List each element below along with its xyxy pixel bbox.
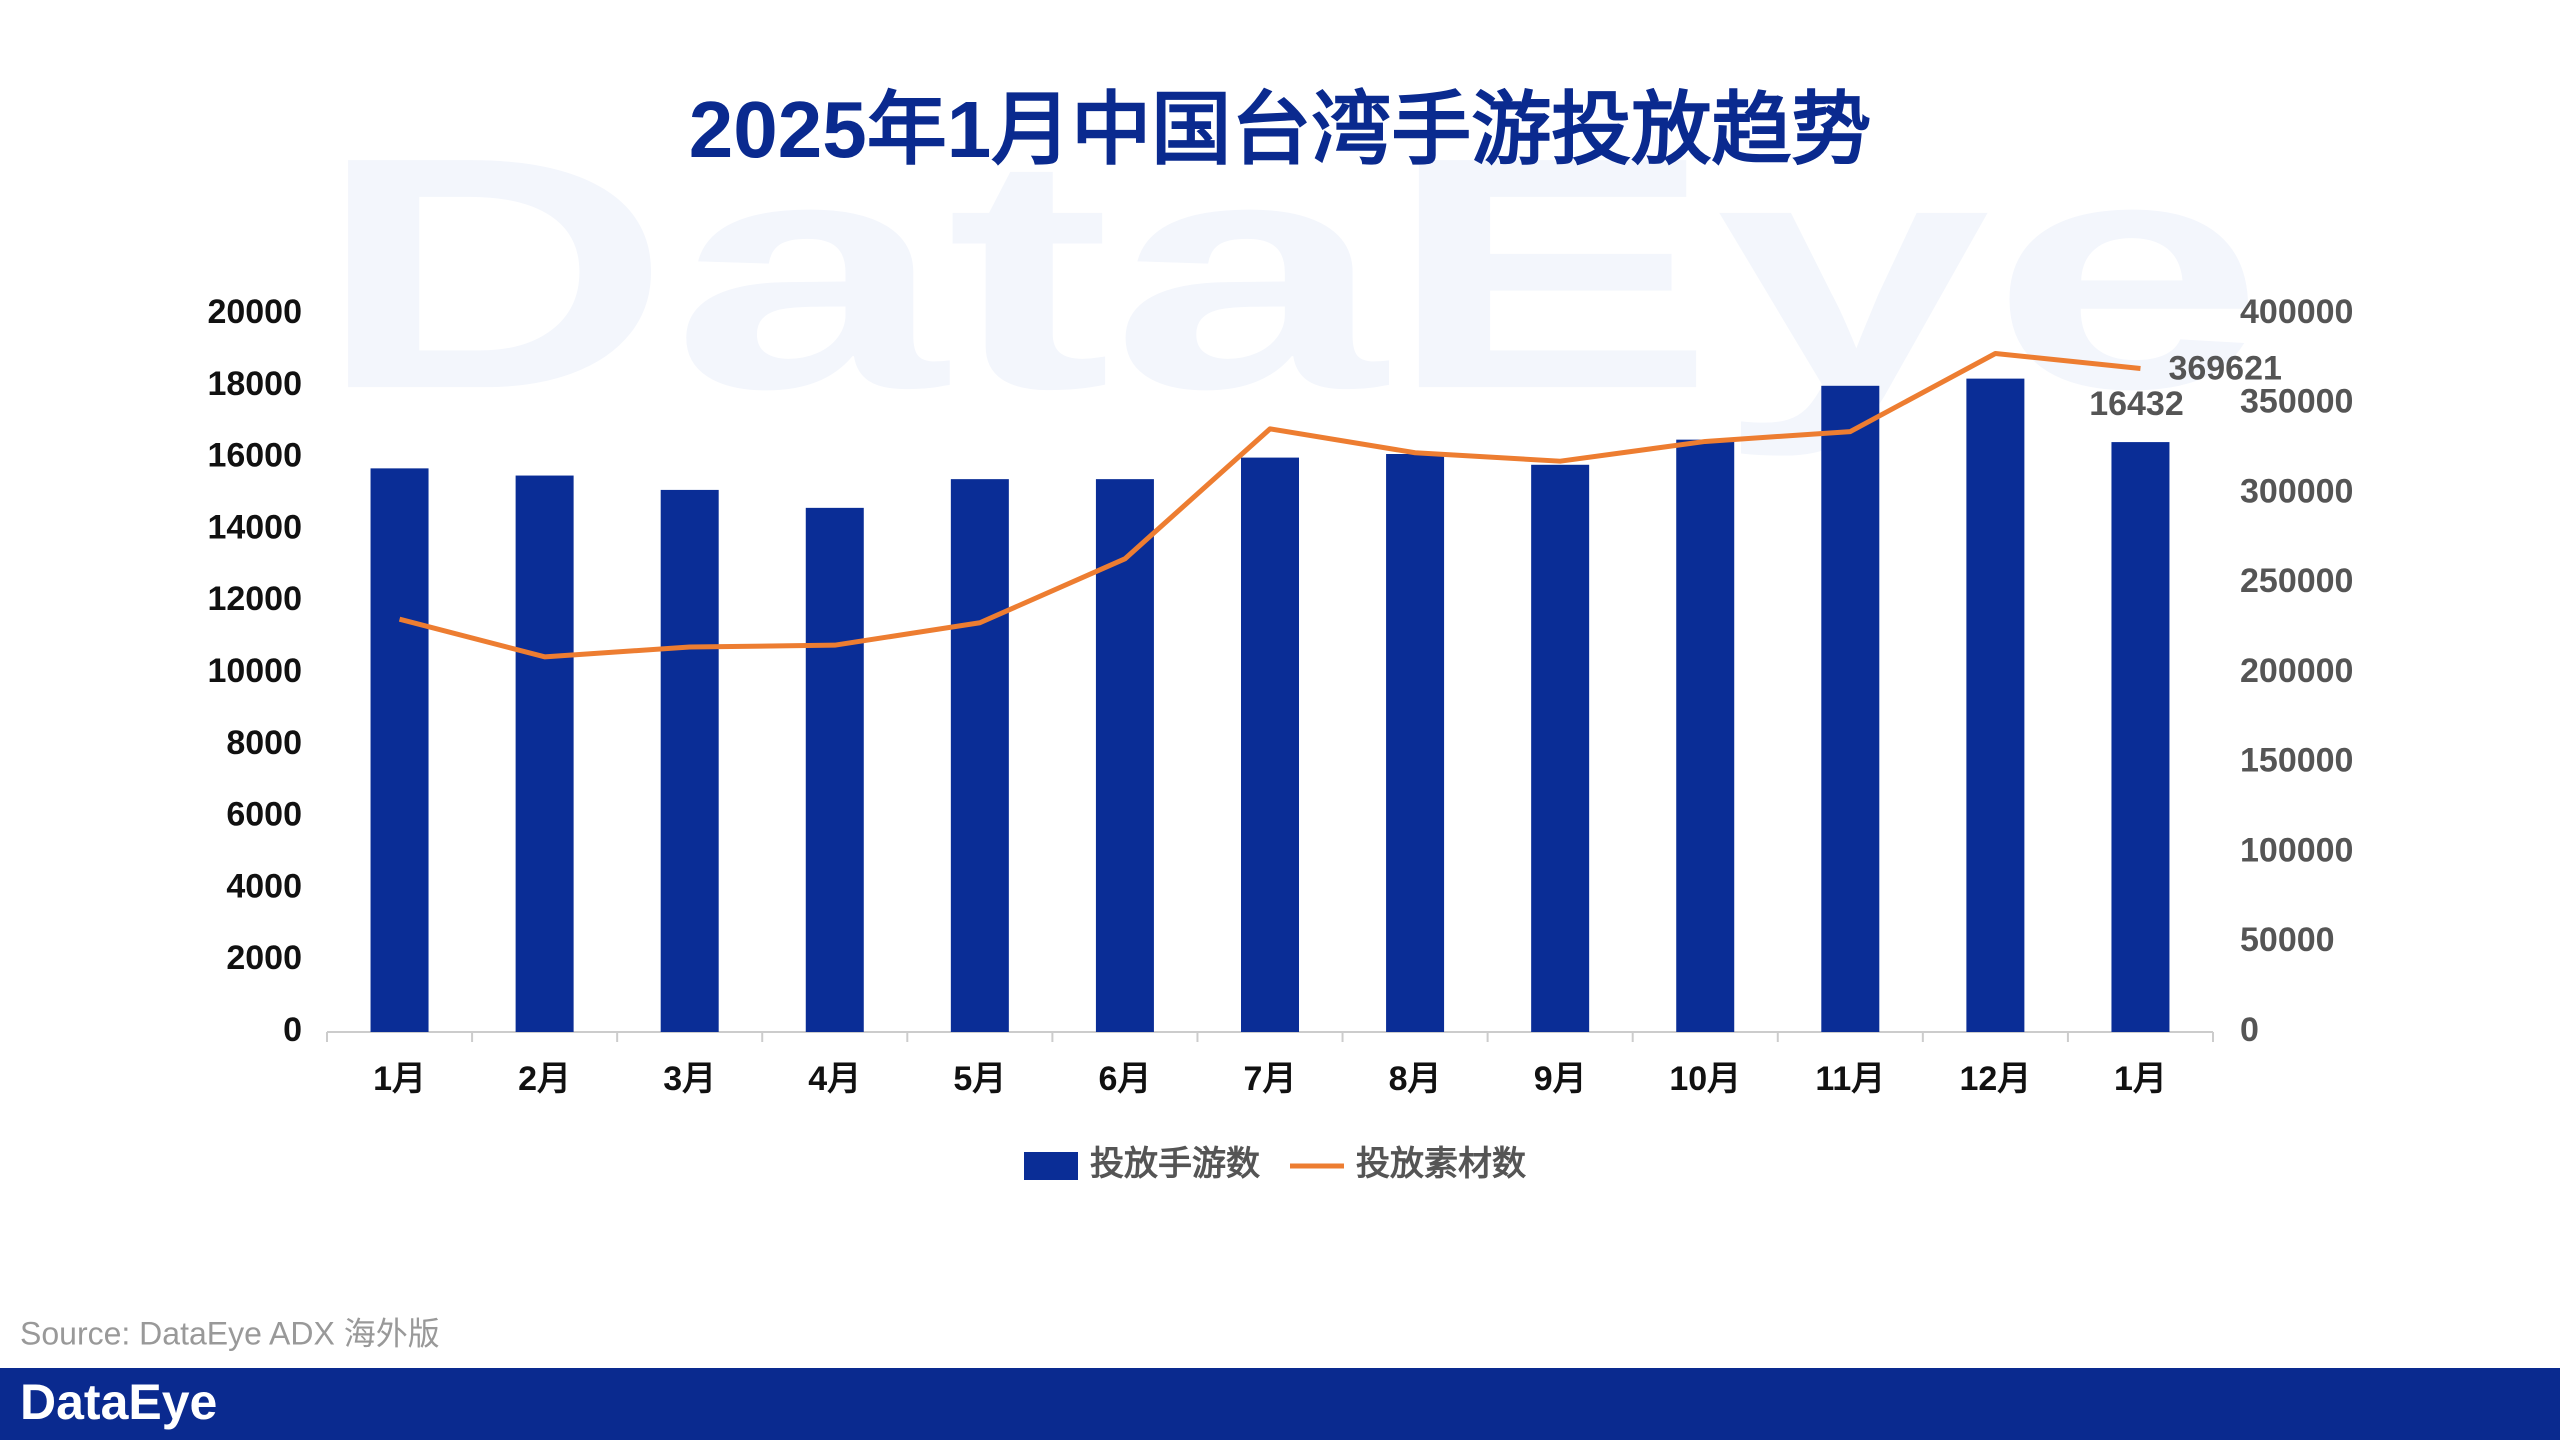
x-tick-label: 1月 bbox=[2114, 1060, 2167, 1098]
x-tick-label: 6月 bbox=[1098, 1060, 1151, 1098]
y-tick-label: 14000 bbox=[207, 508, 302, 546]
data-label: 16432 bbox=[2089, 385, 2184, 423]
y-tick-label: 12000 bbox=[207, 580, 302, 618]
bar bbox=[1676, 439, 1735, 1032]
y2-tick-label: 100000 bbox=[2240, 831, 2353, 869]
bar bbox=[805, 507, 864, 1032]
y-tick-label: 8000 bbox=[226, 724, 302, 762]
y2-tick-label: 200000 bbox=[2240, 652, 2353, 690]
bar bbox=[1386, 454, 1445, 1032]
footer-band bbox=[0, 1368, 2560, 1440]
y2-tick-label: 350000 bbox=[2240, 383, 2353, 421]
x-tick-label: 8月 bbox=[1389, 1060, 1442, 1098]
x-tick-label: 12月 bbox=[1959, 1060, 2031, 1098]
y2-tick-label: 50000 bbox=[2240, 921, 2335, 959]
bar bbox=[2111, 442, 2170, 1032]
y-tick-label: 16000 bbox=[207, 437, 302, 475]
source-note: Source: DataEye ADX 海外版 bbox=[20, 1315, 440, 1351]
bar bbox=[515, 475, 574, 1032]
bar bbox=[660, 489, 719, 1032]
y2-tick-label: 150000 bbox=[2240, 742, 2353, 780]
x-tick-label: 9月 bbox=[1534, 1060, 1587, 1098]
bar bbox=[1531, 464, 1590, 1032]
bar bbox=[1095, 479, 1154, 1032]
y-tick-label: 20000 bbox=[207, 293, 302, 331]
brand-logo: DataEye bbox=[20, 1374, 217, 1430]
legend-label: 投放手游数 bbox=[1090, 1145, 1260, 1183]
y2-tick-label: 400000 bbox=[2240, 293, 2353, 331]
x-tick-label: 10月 bbox=[1669, 1060, 1741, 1098]
legend-label: 投放素材数 bbox=[1356, 1145, 1526, 1183]
y-tick-label: 18000 bbox=[207, 365, 302, 403]
x-tick-label: 4月 bbox=[808, 1060, 861, 1098]
data-label: 369621 bbox=[2168, 350, 2281, 388]
y2-tick-label: 0 bbox=[2240, 1011, 2259, 1049]
x-tick-label: 7月 bbox=[1244, 1060, 1297, 1098]
y2-tick-label: 300000 bbox=[2240, 472, 2353, 510]
bar bbox=[950, 479, 1009, 1032]
y2-tick-label: 250000 bbox=[2240, 562, 2353, 600]
y-tick-label: 0 bbox=[283, 1011, 302, 1049]
bar bbox=[1241, 457, 1299, 1033]
x-tick-label: 2月 bbox=[518, 1060, 571, 1098]
bar bbox=[1821, 385, 1880, 1032]
bar bbox=[370, 468, 429, 1032]
x-tick-label: 1月 bbox=[373, 1060, 426, 1098]
y-tick-label: 4000 bbox=[226, 867, 302, 905]
x-tick-label: 3月 bbox=[663, 1060, 716, 1098]
y-tick-label: 10000 bbox=[207, 652, 302, 690]
watermark: DataEye bbox=[315, 88, 2265, 459]
x-tick-label: 5月 bbox=[953, 1060, 1006, 1098]
line bbox=[398, 350, 2141, 660]
y-tick-label: 6000 bbox=[226, 796, 302, 834]
chart-title: 2025年1月中国台湾手游投放趋势 bbox=[689, 85, 1871, 174]
bar bbox=[1966, 378, 2025, 1032]
x-tick-label: 11月 bbox=[1815, 1060, 1885, 1098]
y-tick-label: 2000 bbox=[226, 939, 302, 977]
legend-swatch bbox=[1024, 1152, 1078, 1180]
